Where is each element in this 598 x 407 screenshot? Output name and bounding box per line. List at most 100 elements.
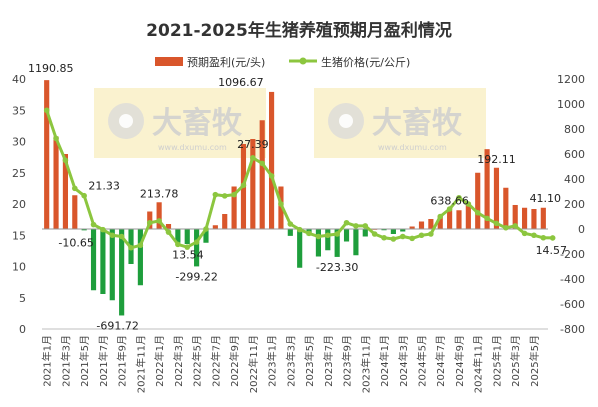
price-point [315, 233, 322, 240]
profit-bar [362, 229, 368, 237]
profit-bar [119, 229, 125, 316]
x-tick-label: 2021年1月 [41, 335, 54, 387]
price-point [43, 107, 50, 114]
price-point [334, 231, 340, 237]
profit-bar [521, 207, 528, 229]
right-tick-label: -400 [560, 273, 585, 286]
profit-bar [62, 154, 69, 229]
price-point [240, 182, 247, 189]
data-label: 1096.67 [218, 76, 264, 89]
profit-bars [44, 80, 546, 316]
chart-title: 2021-2025年生猪养殖预期月盈利情况 [146, 20, 452, 41]
data-labels: 1190.85 -10.65 21.33 -691.72 213.78 13.54 -299… [28, 62, 567, 332]
right-tick-label: 1000 [557, 98, 585, 111]
price-point [137, 242, 144, 249]
price-point [549, 235, 556, 241]
profit-bar [428, 219, 434, 229]
price-point [390, 236, 397, 242]
price-point [90, 221, 97, 228]
x-tick-label: 2023年5月 [303, 335, 316, 387]
profit-bar [531, 209, 537, 229]
watermark-text-right: 大畜牧 [372, 106, 463, 141]
x-tick-label: 2025年5月 [528, 335, 541, 387]
watermark-logo-right-inner [339, 114, 353, 128]
x-tick-label: 2023年9月 [341, 335, 354, 387]
x-tick-label: 2022年3月 [172, 335, 185, 387]
watermarks: 大畜牧 www.dxumu.com 大畜牧 www.dxumu.com [94, 88, 486, 158]
profit-bar [137, 229, 143, 286]
profit-bar [250, 139, 256, 229]
price-point [512, 223, 519, 229]
profit-bar [540, 207, 546, 229]
price-point [493, 220, 500, 227]
price-point [203, 226, 209, 232]
price-point [456, 194, 462, 201]
left-tick-label: 40 [12, 73, 26, 86]
watermark-url-left: www.dxumu.com [158, 143, 227, 152]
price-point [465, 201, 472, 207]
profit-bar [278, 186, 284, 229]
price-point [81, 192, 87, 199]
left-tick-label: 30 [12, 136, 26, 149]
data-label: 192.11 [477, 153, 516, 166]
price-point [540, 234, 547, 241]
price-point [156, 218, 162, 224]
x-tick-label: 2023年1月 [266, 335, 279, 387]
right-tick-label: 800 [564, 123, 585, 136]
profit-bar [287, 229, 293, 236]
x-tick-label: 2021年3月 [59, 335, 72, 387]
profit-bar [231, 186, 237, 229]
price-point [381, 234, 387, 241]
profit-bar [325, 229, 331, 251]
price-point [409, 235, 415, 242]
x-tick-label: 2024年3月 [397, 335, 410, 387]
x-tick-label: 2021年5月 [78, 335, 91, 387]
x-tick-label: 2023年11月 [359, 335, 372, 393]
profit-bar [222, 214, 228, 229]
price-point [446, 206, 453, 212]
profit-bar [400, 229, 406, 232]
right-tick-label: 1200 [557, 73, 585, 86]
price-point [71, 185, 78, 192]
price-point [212, 191, 219, 198]
price-point [474, 209, 481, 216]
price-point [343, 219, 350, 226]
price-point [428, 231, 434, 237]
x-tick-label: 2022年1月 [153, 335, 166, 387]
profit-bar [493, 167, 500, 229]
profit-bar [72, 195, 78, 229]
price-point [287, 221, 294, 227]
left-tick-label: 0 [19, 323, 26, 336]
profit-bar [297, 229, 303, 268]
left-tick-label: 25 [12, 167, 26, 180]
x-tick-label: 2021年11月 [134, 335, 147, 393]
profit-bar [343, 229, 350, 242]
right-axis: -800 -600 -400 -200 0 200 400 600 800 1000 1200 [557, 73, 585, 336]
price-point [221, 193, 228, 199]
right-tick-label: -600 [560, 298, 585, 311]
x-tick-label: 2024年9月 [453, 335, 466, 387]
data-label: 41.10 [530, 192, 562, 205]
data-label: -299.22 [175, 270, 217, 283]
x-tick-label: 2024年11月 [472, 335, 485, 393]
profit-bar [512, 204, 518, 229]
price-point [362, 223, 369, 229]
profit-bar [381, 229, 387, 231]
x-tick-label: 2025年3月 [509, 335, 522, 387]
left-tick-label: 5 [19, 292, 26, 305]
x-tick-label: 2023年3月 [284, 335, 297, 387]
watermark-url-right: www.dxumu.com [378, 143, 447, 152]
price-point [437, 213, 444, 220]
legend-profit-label: 预期盈利(元/头) [187, 56, 265, 69]
x-tick-label: 2021年9月 [116, 335, 129, 387]
x-axis: 2021年1月 2021年3月 2021年5月 2021年7月 2021年9月 2021年… [41, 328, 548, 393]
right-tick-label: -800 [560, 323, 585, 336]
x-tick-label: 2024年5月 [416, 335, 429, 387]
x-tick-label: 2021年7月 [97, 335, 110, 387]
profit-bar [465, 202, 471, 229]
data-label: 638.66 [430, 194, 469, 207]
left-axis: 0 5 10 15 20 25 30 35 40 [12, 73, 26, 336]
right-tick-label: 400 [564, 173, 585, 186]
